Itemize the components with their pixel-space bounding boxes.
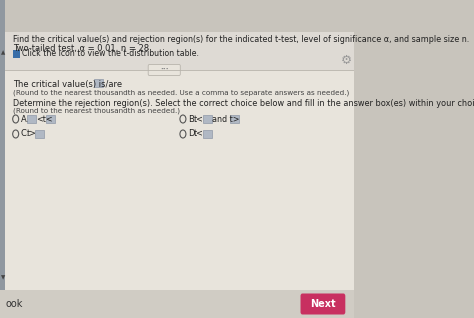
Text: Find the critical value(s) and rejection region(s) for the indicated t-test, lev: Find the critical value(s) and rejection… [13, 35, 470, 44]
Text: B.: B. [188, 114, 197, 123]
FancyBboxPatch shape [94, 79, 102, 87]
Text: C.: C. [21, 129, 29, 139]
Text: D.: D. [188, 129, 197, 139]
FancyBboxPatch shape [203, 130, 211, 138]
FancyBboxPatch shape [301, 294, 346, 315]
Text: ⚙: ⚙ [341, 53, 352, 66]
Text: ▼: ▼ [0, 275, 5, 280]
Text: Click the icon to view the t-distribution table.: Click the icon to view the t-distributio… [22, 50, 199, 59]
FancyBboxPatch shape [13, 50, 19, 58]
Text: ▲: ▲ [0, 51, 5, 56]
FancyBboxPatch shape [148, 65, 180, 75]
Text: t<: t< [194, 114, 204, 123]
FancyBboxPatch shape [203, 115, 211, 123]
FancyBboxPatch shape [27, 115, 36, 123]
FancyBboxPatch shape [5, 32, 354, 70]
Text: and t>: and t> [212, 114, 239, 123]
Text: (Round to the nearest thousandth as needed.): (Round to the nearest thousandth as need… [13, 108, 181, 114]
Text: A.: A. [21, 114, 29, 123]
Text: t>: t> [27, 129, 37, 139]
Text: Next: Next [310, 299, 335, 309]
FancyBboxPatch shape [5, 32, 354, 290]
FancyBboxPatch shape [35, 130, 44, 138]
Text: ook: ook [6, 299, 23, 309]
FancyBboxPatch shape [0, 290, 354, 318]
FancyBboxPatch shape [0, 0, 5, 290]
FancyBboxPatch shape [46, 115, 55, 123]
Text: ···: ··· [160, 66, 169, 74]
Text: <t<: <t< [36, 114, 53, 123]
Text: Two-tailed test, α = 0.01, n = 28: Two-tailed test, α = 0.01, n = 28 [13, 44, 150, 53]
Text: (Round to the nearest thousandth as needed. Use a comma to separate answers as n: (Round to the nearest thousandth as need… [13, 90, 350, 96]
Text: The critical value(s) is/are: The critical value(s) is/are [13, 80, 123, 89]
Text: Determine the rejection region(s). Select the correct choice below and fill in t: Determine the rejection region(s). Selec… [13, 99, 474, 108]
FancyBboxPatch shape [230, 115, 239, 123]
Text: t<: t< [194, 129, 204, 139]
